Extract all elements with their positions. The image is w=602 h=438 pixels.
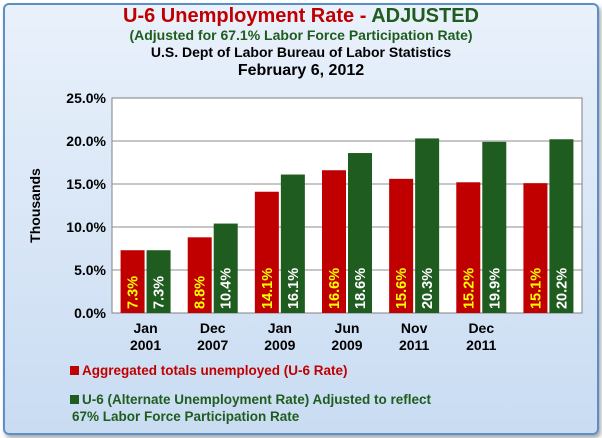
legend-label-adjusted-line1: U-6 (Alternate Unemployment Rate) Adjust… (82, 392, 432, 407)
y-tick-label: 0.0% (74, 305, 106, 321)
x-tick-label: 2011 (466, 337, 497, 353)
legend-swatch-green (70, 395, 79, 404)
bar-value-label: 7.3% (126, 276, 142, 309)
bar-adjusted (280, 174, 305, 313)
x-tick-label: 2009 (331, 337, 362, 353)
bar-value-label: 15.2% (461, 268, 477, 309)
bar-value-label: 16.6% (327, 268, 343, 309)
chart-title: U-6 Unemployment Rate - ADJUSTED (0, 5, 602, 27)
bar-value-label: 15.6% (394, 268, 410, 309)
legend-label-adjusted-line2: 67% Labor Force Participation Rate (72, 409, 300, 424)
bar-u6-rate (187, 237, 212, 313)
y-tick-label: 25.0% (66, 90, 106, 106)
x-tick-label: Dec (468, 320, 494, 336)
x-tick-label: 2007 (197, 337, 228, 353)
bar-value-label: 14.1% (260, 268, 276, 309)
bar-value-label: 19.9% (487, 268, 503, 309)
bar-adjusted (348, 153, 372, 313)
bar-value-label: 20.3% (420, 268, 436, 309)
bar-u6-rate (456, 182, 481, 313)
bar-value-label: 7.3% (152, 276, 168, 309)
legend-item-adjusted: U-6 (Alternate Unemployment Rate) Adjust… (70, 391, 431, 425)
bar-adjusted (146, 250, 171, 313)
x-tick-label: Dec (200, 320, 226, 336)
legend-label-u6-rate: Aggregated totals unemployed (U-6 Rate) (82, 363, 348, 378)
bar-value-label: 20.2% (554, 268, 570, 309)
bar-u6-rate (120, 250, 145, 313)
bar-adjusted (213, 223, 238, 313)
bar-value-label: 15.1% (528, 268, 544, 309)
bar-value-label: 18.6% (353, 268, 369, 309)
chart-date: February 6, 2012 (237, 62, 365, 79)
y-tick-label: 15.0% (66, 176, 106, 192)
chart-title-adjusted: ADJUSTED (371, 5, 479, 27)
chart-header: U-6 Unemployment Rate - ADJUSTED (Adjust… (0, 5, 602, 80)
bar-u6-rate (254, 191, 279, 313)
chart-source: U.S. Dept of Labor Bureau of Labor Stati… (150, 44, 452, 60)
y-tick-label: 5.0% (74, 262, 106, 278)
chart-title-main: U-6 Unemployment Rate - (123, 5, 372, 27)
y-tick-label: 20.0% (66, 133, 106, 149)
bar-adjusted (549, 139, 574, 313)
x-tick-label: 2011 (399, 337, 430, 353)
chart-subtitle: (Adjusted for 67.1% Labor Force Particip… (129, 27, 473, 43)
legend-swatch-red (70, 366, 79, 375)
y-tick-label: 10.0% (66, 219, 106, 235)
bar-value-label: 10.4% (219, 268, 235, 309)
y-axis-label: Thousands (27, 168, 43, 243)
bar-adjusted (415, 138, 440, 313)
x-tick-label: Jan (268, 320, 292, 336)
bar-adjusted (482, 141, 507, 313)
plot-area (111, 97, 583, 314)
x-tick-label: Nov (401, 320, 428, 336)
x-tick-label: 2001 (130, 337, 161, 353)
bar-u6-rate (389, 178, 414, 313)
x-tick-label: Jan (134, 320, 158, 336)
x-tick-label: 2009 (264, 337, 295, 353)
bar-u6-rate (322, 170, 346, 313)
x-tick-label: Jun (335, 320, 360, 336)
bar-value-label: 8.8% (193, 276, 209, 309)
bar-value-label: 16.1% (286, 268, 302, 309)
legend-item-u6-rate: Aggregated totals unemployed (U-6 Rate) (70, 362, 348, 379)
bar-u6-rate (523, 183, 548, 313)
